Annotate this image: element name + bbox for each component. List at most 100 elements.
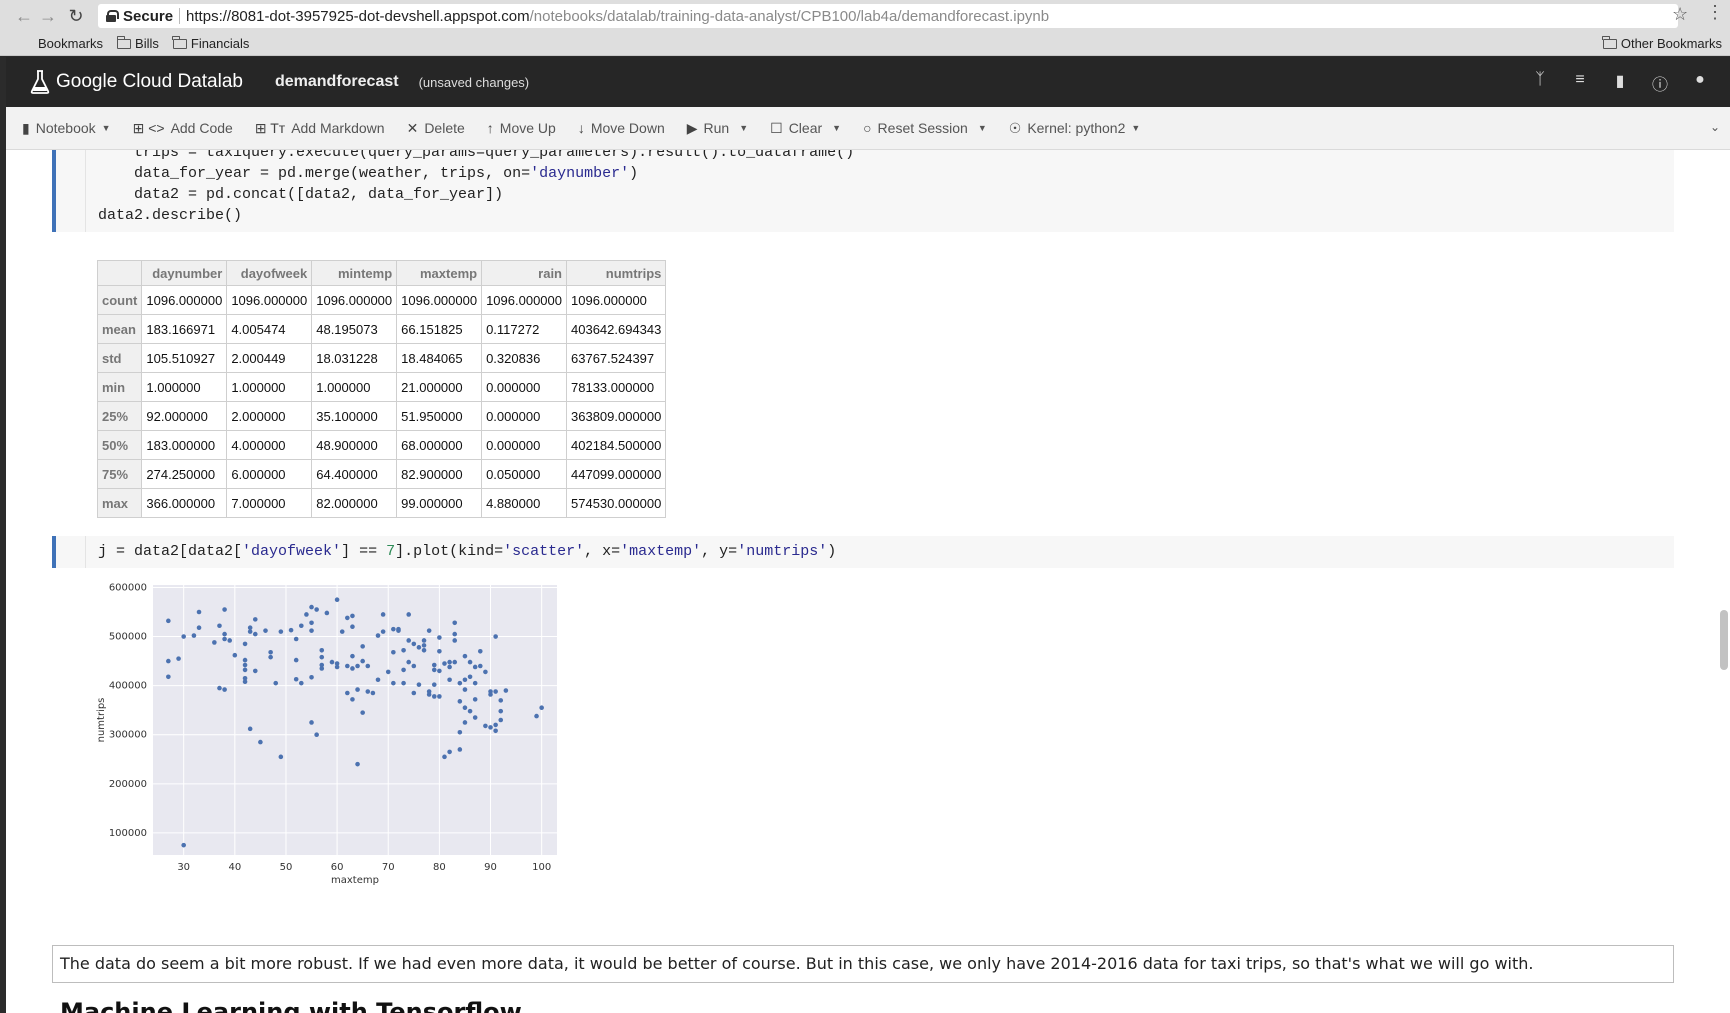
table-cell: 21.000000 xyxy=(396,372,483,402)
data-point xyxy=(217,623,222,629)
data-point xyxy=(242,641,248,647)
y-axis-label: numtrips xyxy=(96,698,107,743)
table-cell: 6.000000 xyxy=(226,459,313,489)
lock-icon xyxy=(106,10,119,22)
notebook-title[interactable]: demandforecast xyxy=(274,73,399,90)
reset-session-button[interactable]: ○ Reset Session xyxy=(863,120,968,136)
add-markdown-button[interactable]: ⊞ Tᴛ Add Markdown xyxy=(255,120,385,137)
data-point xyxy=(345,690,350,696)
data-point xyxy=(437,648,442,654)
reset-dropdown-icon[interactable]: ▼ xyxy=(977,123,987,133)
data-point xyxy=(196,609,202,615)
data-point xyxy=(477,648,483,654)
data-point xyxy=(365,663,371,669)
code-line: data2 = pd.concat([data2, data_for_year]… xyxy=(98,186,504,203)
data-point xyxy=(268,654,273,660)
row-label: min xyxy=(96,372,143,402)
data-point xyxy=(472,715,478,720)
data-point xyxy=(222,607,227,612)
bookmark-bills[interactable]: Bills xyxy=(116,35,159,51)
data-point xyxy=(334,661,340,666)
bookmarks-bar: Bookmarks Bills Financials Other Bookmar… xyxy=(0,32,1730,56)
row-label: 25% xyxy=(96,401,143,431)
table-cell: 1096.000000 xyxy=(481,285,567,315)
describe-output-table: daynumber dayofweek mintemp maxtemp rain numt… xyxy=(96,260,667,518)
clear-button[interactable]: ☐ Clear xyxy=(770,120,822,137)
data-point xyxy=(447,677,452,683)
table-cell: 1096.000000 xyxy=(141,285,228,315)
back-arrow-icon[interactable]: ← xyxy=(15,5,33,26)
scrollbar-thumb[interactable] xyxy=(1720,610,1728,670)
other-bookmarks[interactable]: Other Bookmarks xyxy=(1602,35,1722,51)
data-point xyxy=(242,657,248,663)
table-cell: 48.900000 xyxy=(311,430,398,460)
app-brand[interactable]: Google Cloud Datalab xyxy=(56,71,243,92)
other-bookmarks-label: Other Bookmarks xyxy=(1620,36,1722,51)
data-point xyxy=(483,723,488,729)
notebook-menu-button[interactable]: ▮ Notebook ▼ xyxy=(22,120,111,137)
data-point xyxy=(247,726,253,732)
x-tick-label: 80 xyxy=(433,862,446,873)
table-cell: 35.100000 xyxy=(311,401,398,431)
data-point xyxy=(293,636,299,642)
url-host: https://8081-dot-3957925-dot-devshell.ap… xyxy=(186,7,530,25)
bookmark-icon[interactable]: ▮ xyxy=(1615,73,1625,90)
flask-icon xyxy=(30,70,50,94)
data-point xyxy=(498,708,504,714)
reload-icon[interactable]: ↻ xyxy=(68,5,84,26)
arrow-down-icon: ↓ xyxy=(577,120,585,136)
browser-menu-icon[interactable]: ⋮ xyxy=(1706,2,1724,22)
table-cell: 18.031228 xyxy=(311,343,398,373)
bookmark-bookmarks[interactable]: Bookmarks xyxy=(38,36,104,51)
table-header-row: daynumber dayofweek mintemp maxtemp rain numt… xyxy=(96,260,667,286)
code-cell-describe[interactable]: trips = taxiquery.execute(query_params=q… xyxy=(52,150,1674,232)
table-cell: 1.000000 xyxy=(141,372,228,402)
kernel-menu-button[interactable]: ☉ Kernel: python2 ▼ xyxy=(1009,120,1141,137)
account-icon[interactable]: ● xyxy=(1695,71,1705,88)
data-point xyxy=(375,677,381,683)
move-down-button[interactable]: ↓ Move Down xyxy=(578,120,665,136)
table-cell: 105.510927 xyxy=(141,343,228,373)
kernel-icon: ☉ xyxy=(1008,119,1022,136)
markdown-cell[interactable]: The data do seem a bit more robust. If w… xyxy=(52,945,1674,983)
help-icon[interactable]: ⓘ xyxy=(1651,77,1668,94)
close-icon: ✕ xyxy=(406,119,419,136)
data-point xyxy=(452,659,458,665)
table-cell: 4.000000 xyxy=(226,430,313,460)
run-label: Run xyxy=(703,120,730,136)
data-point xyxy=(391,626,396,632)
add-code-button[interactable]: ⊞ <> Add Code xyxy=(133,120,233,137)
code-cell-plot[interactable]: j = data2[data2['dayofweek'] == 7].plot(… xyxy=(52,536,1674,568)
unsaved-status: (unsaved changes) xyxy=(418,74,530,90)
table-row: 75% 274.250000 6.000000 64.400000 82.900000 0… xyxy=(96,459,667,489)
data-point xyxy=(268,649,273,655)
chevron-down-icon[interactable]: ⌄ xyxy=(1709,120,1720,134)
delete-button[interactable]: ✕ Delete xyxy=(407,120,465,137)
address-bar[interactable]: Secure https://8081-dot-3957925-dot-devs… xyxy=(98,4,1678,28)
table-cell: 0.000000 xyxy=(481,401,567,431)
cell-gutter xyxy=(56,536,86,568)
data-point xyxy=(222,636,227,642)
plot-background xyxy=(153,585,557,855)
caret-down-icon: ▼ xyxy=(1131,123,1141,133)
forward-arrow-icon[interactable]: → xyxy=(39,5,57,26)
circle-icon: ○ xyxy=(863,120,872,136)
table-row: 25% 92.000000 2.000000 35.100000 51.950000 0.… xyxy=(96,401,667,431)
code-line: j = data2[data2['dayofweek'] == 7].plot(… xyxy=(98,541,836,562)
run-button[interactable]: ▶ Run xyxy=(687,120,729,137)
markdown-text: The data do seem a bit more robust. If w… xyxy=(60,954,1534,973)
caret-down-icon: ▼ xyxy=(101,123,111,133)
bookmark-star-icon[interactable]: ☆ xyxy=(1672,4,1689,24)
list-icon[interactable]: ≡ xyxy=(1575,71,1585,88)
data-point xyxy=(212,640,217,645)
y-tick-label: 400000 xyxy=(109,681,147,692)
data-point xyxy=(242,675,248,681)
column-header: maxtemp xyxy=(396,260,483,286)
run-dropdown-icon[interactable]: ▼ xyxy=(739,123,749,133)
move-up-button[interactable]: ↑ Move Up xyxy=(487,120,556,136)
row-label: mean xyxy=(96,314,143,344)
bookmark-financials[interactable]: Financials xyxy=(172,35,249,51)
branch-icon[interactable]: ᛉ xyxy=(1535,71,1545,88)
data-point xyxy=(242,667,248,673)
clear-dropdown-icon[interactable]: ▼ xyxy=(832,123,842,133)
